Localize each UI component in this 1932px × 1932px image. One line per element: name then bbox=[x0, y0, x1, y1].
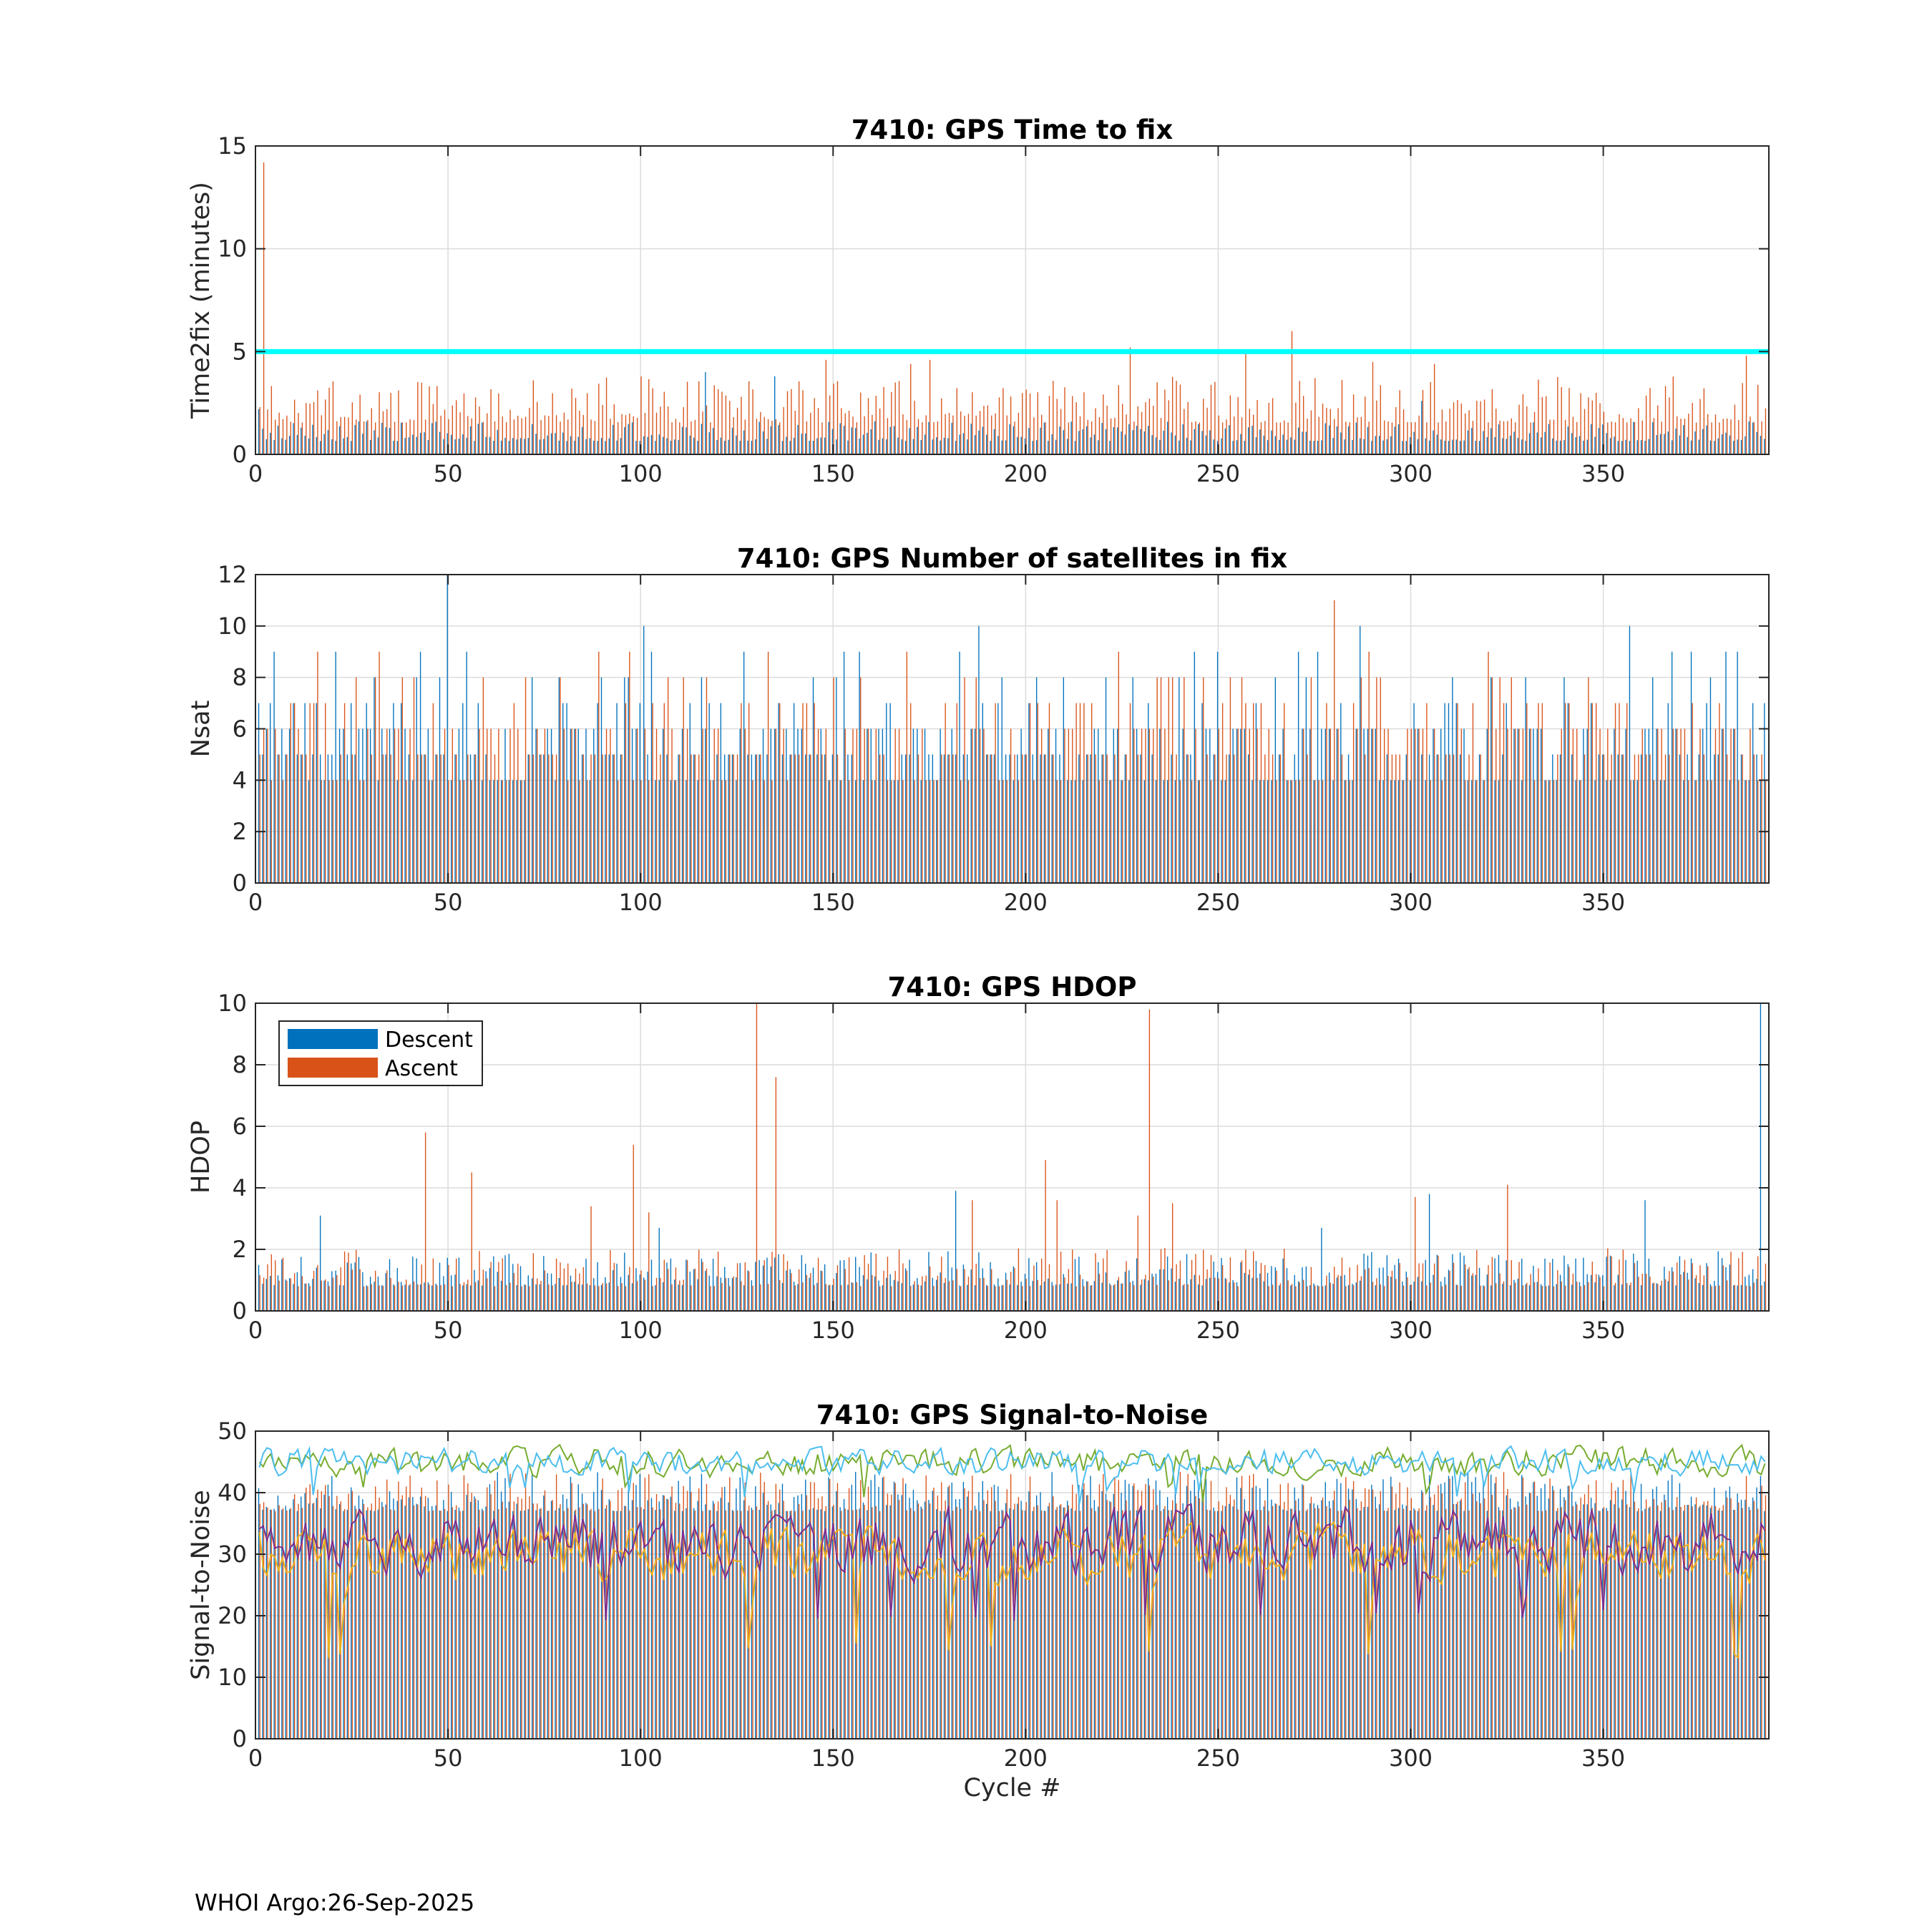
x-tick-label: 250 bbox=[1196, 460, 1240, 487]
x-tick-label: 150 bbox=[811, 1317, 855, 1344]
y-tick-label: 8 bbox=[233, 1051, 247, 1078]
x-axis-label: Cycle # bbox=[963, 1774, 1060, 1802]
ticks: 0 50 100 150 200 250 300 350 0 10 20 30 40 50 bbox=[218, 1418, 1769, 1772]
y-tick-label: 6 bbox=[233, 716, 247, 743]
x-tick-label: 150 bbox=[811, 889, 855, 916]
y-tick-label: 10 bbox=[218, 235, 247, 263]
x-tick-label: 350 bbox=[1581, 1317, 1625, 1344]
axes-box bbox=[255, 145, 1770, 455]
y-tick-label: 12 bbox=[218, 561, 247, 588]
x-tick-label: 300 bbox=[1389, 460, 1433, 487]
y-tick-label: 10 bbox=[218, 1664, 247, 1691]
legend-entry: Ascent bbox=[385, 1056, 458, 1081]
y-axis-label: HDOP bbox=[187, 1121, 215, 1194]
x-tick-label: 200 bbox=[1004, 889, 1048, 916]
x-tick-label: 0 bbox=[248, 889, 263, 916]
panel-3: 0 50 100 150 200 250 300 350 0 2 4 6 8 10 7410: GPS HD… bbox=[187, 972, 1770, 1344]
y-tick-label: 4 bbox=[233, 1174, 247, 1201]
axes-background bbox=[255, 146, 1769, 454]
x-tick-label: 300 bbox=[1389, 1317, 1433, 1344]
x-tick-label: 200 bbox=[1004, 1745, 1048, 1772]
snr-line-2 bbox=[258, 1503, 1766, 1621]
y-tick-label: 10 bbox=[218, 990, 247, 1017]
y-tick-label: 6 bbox=[233, 1113, 247, 1140]
y-tick-label: 5 bbox=[233, 338, 247, 365]
x-tick-label: 150 bbox=[811, 460, 855, 487]
y-tick-label: 2 bbox=[233, 1236, 247, 1263]
x-tick-label: 50 bbox=[434, 1745, 463, 1772]
x-tick-label: 350 bbox=[1581, 460, 1625, 487]
x-tick-label: 50 bbox=[434, 1317, 463, 1344]
x-tick-label: 50 bbox=[434, 889, 463, 916]
bars bbox=[258, 162, 1767, 454]
legend-swatch bbox=[288, 1058, 378, 1078]
footer-text: WHOI Argo:26-Sep-2025 bbox=[195, 1889, 475, 1916]
legend: Descent Ascent bbox=[278, 1020, 483, 1086]
chart-title: 7410: GPS Signal-to-Noise bbox=[816, 1400, 1208, 1430]
x-tick-label: 50 bbox=[434, 460, 463, 487]
bars bbox=[258, 1003, 1767, 1311]
bars bbox=[258, 575, 1767, 883]
x-tick-label: 0 bbox=[248, 460, 263, 487]
x-tick-label: 350 bbox=[1581, 1745, 1625, 1772]
y-axis-label: Nsat bbox=[187, 701, 215, 758]
x-tick-label: 100 bbox=[619, 1317, 663, 1344]
x-tick-label: 100 bbox=[619, 460, 663, 487]
axes-background bbox=[255, 1003, 1769, 1311]
y-tick-label: 2 bbox=[233, 818, 247, 845]
chart-title: 7410: GPS Number of satellites in fix bbox=[737, 543, 1287, 574]
snr-line-4 bbox=[258, 1445, 1766, 1504]
y-tick-label: 4 bbox=[233, 766, 247, 794]
x-tick-label: 300 bbox=[1389, 1745, 1433, 1772]
y-tick-label: 8 bbox=[233, 664, 247, 691]
legend-entry: Descent bbox=[385, 1028, 473, 1053]
chart-title: 7410: GPS HDOP bbox=[888, 972, 1137, 1002]
y-tick-label: 0 bbox=[233, 441, 247, 468]
x-tick-label: 200 bbox=[1004, 460, 1048, 487]
y-tick-label: 0 bbox=[233, 869, 247, 897]
y-tick-label: 10 bbox=[218, 613, 247, 640]
x-tick-label: 0 bbox=[248, 1317, 263, 1344]
panel-2: 0 50 100 150 200 250 300 350 0 2 4 6 8 10 12 7410: GPS … bbox=[187, 543, 1770, 916]
legend-swatch bbox=[288, 1029, 378, 1049]
ticks: 0 50 100 150 200 250 300 350 0 2 4 6 8 10 12 bbox=[218, 561, 1769, 916]
y-tick-label: 15 bbox=[218, 132, 247, 160]
y-tick-label: 0 bbox=[233, 1725, 247, 1752]
x-tick-label: 200 bbox=[1004, 1317, 1048, 1344]
y-tick-label: 50 bbox=[218, 1418, 247, 1445]
y-tick-label: 30 bbox=[218, 1541, 247, 1568]
x-tick-label: 250 bbox=[1196, 1317, 1240, 1344]
axes-box bbox=[255, 1002, 1770, 1312]
panel-4: 0 50 100 150 200 250 300 350 0 10 20 30 40 50 7410: GP… bbox=[187, 1400, 1770, 1802]
ticks: 0 50 100 150 200 250 300 350 0 5 10 15 bbox=[218, 132, 1769, 487]
x-tick-label: 100 bbox=[619, 889, 663, 916]
x-tick-label: 250 bbox=[1196, 1745, 1240, 1772]
x-tick-label: 300 bbox=[1389, 889, 1433, 916]
y-axis-label: Signal-to-Noise bbox=[187, 1490, 215, 1680]
ticks: 0 50 100 150 200 250 300 350 0 2 4 6 8 10 bbox=[218, 990, 1769, 1344]
bars bbox=[258, 1471, 1767, 1739]
y-axis-label: Time2fix (minutes) bbox=[187, 182, 215, 419]
x-tick-label: 150 bbox=[811, 1745, 855, 1772]
x-tick-label: 0 bbox=[248, 1745, 263, 1772]
axes-box bbox=[255, 1430, 1770, 1740]
x-tick-label: 350 bbox=[1581, 889, 1625, 916]
chart-title: 7410: GPS Time to fix bbox=[852, 114, 1174, 145]
x-tick-label: 250 bbox=[1196, 889, 1240, 916]
y-tick-label: 40 bbox=[218, 1479, 247, 1506]
y-tick-label: 20 bbox=[218, 1602, 247, 1629]
x-tick-label: 100 bbox=[619, 1745, 663, 1772]
y-tick-label: 0 bbox=[233, 1297, 247, 1324]
panel-1: 0 50 100 150 200 250 300 350 0 5 10 15 7410: GPS Tim… bbox=[187, 114, 1770, 487]
